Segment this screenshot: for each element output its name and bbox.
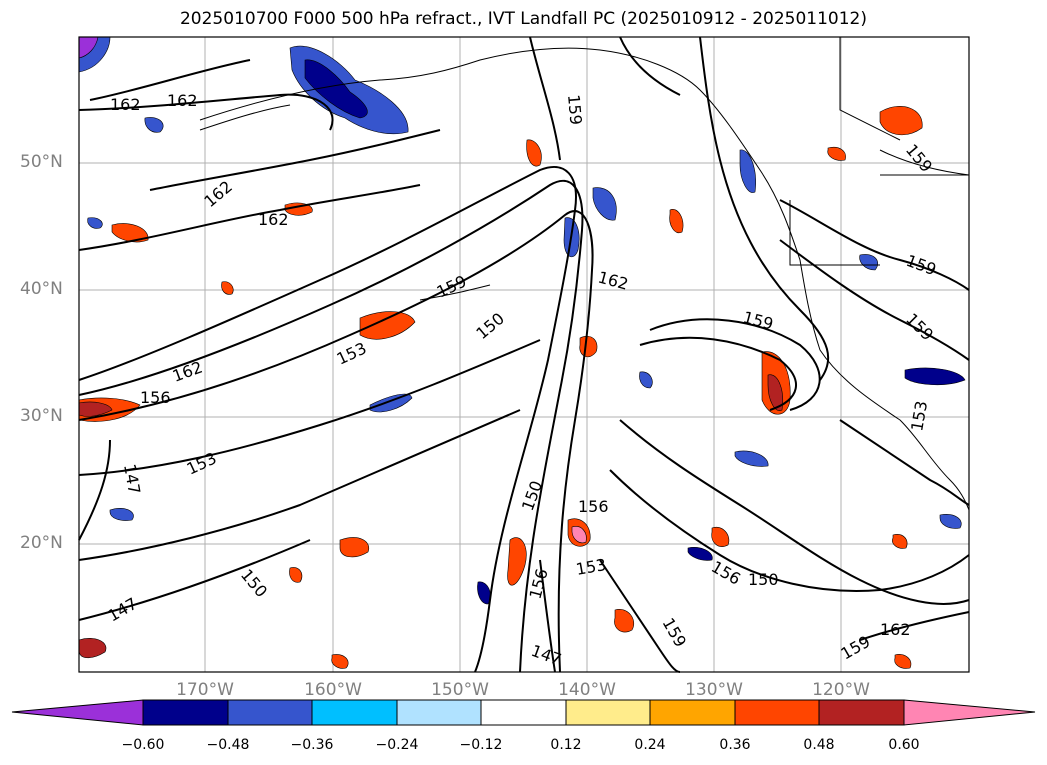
lat-label-30n: 30°N: [20, 406, 63, 426]
colorbar-tick: −0.48: [206, 737, 250, 753]
colorbar-tick: 0.60: [888, 737, 920, 753]
colorbar-tick: −0.24: [375, 737, 419, 753]
contour-label: 162: [880, 620, 911, 639]
contour-label: 156: [578, 497, 609, 516]
height-contours: [78, 36, 970, 673]
gridlines: [79, 37, 969, 672]
contour-label: 162: [110, 95, 141, 114]
colorbar-tick: 0.48: [803, 737, 835, 753]
lat-label-50n: 50°N: [20, 152, 63, 172]
lon-label-170w: 170°W: [176, 680, 234, 700]
colorbar-tick: 0.24: [634, 737, 666, 753]
lon-label-150w: 150°W: [431, 680, 489, 700]
colorbar-tick: 0.36: [719, 737, 751, 753]
contour-label: 162: [167, 91, 198, 110]
colorbar-high-extension: [903, 699, 1036, 726]
lat-label-40n: 40°N: [20, 279, 63, 299]
contour-label: 150: [748, 570, 779, 589]
colorbar-tick: −0.12: [459, 737, 503, 753]
map-title: 2025010700 F000 500 hPa refract., IVT La…: [179, 9, 867, 29]
refractivity-fill: [78, 36, 966, 669]
colorbar-tick: −0.60: [121, 737, 165, 753]
colorbar-low-extension: [11, 699, 144, 726]
lon-label-160w: 160°W: [304, 680, 362, 700]
lon-label-120w: 120°W: [812, 680, 870, 700]
plot-border: [78, 36, 970, 673]
lon-label-130w: 130°W: [685, 680, 743, 700]
contour-label: 159: [564, 94, 586, 126]
colorbar: [11, 699, 1036, 726]
colorbar-tick: −0.36: [290, 737, 334, 753]
lat-label-20n: 20°N: [20, 533, 63, 553]
coastlines: [199, 37, 970, 511]
lon-label-140w: 140°W: [558, 680, 616, 700]
contour-label: 156: [140, 388, 171, 407]
contour-label: 162: [258, 210, 289, 229]
thin-contours: [199, 104, 970, 301]
colorbar-tick: 0.12: [550, 737, 582, 753]
